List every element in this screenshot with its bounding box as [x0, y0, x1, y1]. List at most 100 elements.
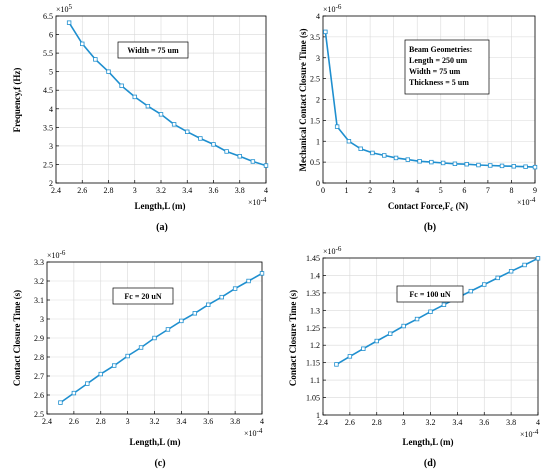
y-tick-label: 1.1: [310, 376, 320, 385]
y-tick-label: 5.5: [43, 49, 53, 58]
y-tick-label: 6: [49, 31, 53, 40]
data-point: [263, 163, 269, 168]
x-tick-label: 4: [536, 418, 540, 427]
data-point: [198, 136, 203, 141]
data-point: [532, 164, 538, 170]
data-point: [334, 362, 339, 367]
data-point: [382, 153, 387, 158]
x-tick-label: 3.2: [156, 186, 166, 195]
x-axis-label: Length,L (m): [402, 437, 453, 447]
plot-frame: [55, 15, 267, 184]
y-tick-label: 2.7: [34, 372, 44, 381]
y-tick-label: 2: [316, 96, 320, 105]
data-point: [522, 262, 527, 268]
y-exponent-label: ×10-6: [323, 245, 342, 256]
data-point: [405, 157, 410, 162]
data-point: [417, 159, 422, 164]
x-exponent-label: ×10-4: [248, 196, 267, 207]
y-tick-label: 3.2: [34, 277, 44, 286]
chart-c: 2.4 2.6 2.8 3 3.2 3.4 3.6 3.8 4 2.5 2.6 2.7 2.8 2.9 3 3…: [12, 249, 265, 469]
data-point: [132, 94, 137, 100]
x-tick-label: 3: [392, 186, 396, 195]
data-point: [495, 275, 500, 281]
data-point: [259, 271, 265, 276]
y-tick-label: 0.5: [310, 158, 320, 167]
y-axis-label: Contact Closure Time (s): [12, 290, 22, 386]
x-tick-label: 2: [368, 186, 372, 195]
y-exponent-label: ×10-6: [323, 3, 342, 14]
y-tick-label: 3: [49, 142, 53, 151]
data-point: [358, 146, 363, 151]
data-point: [179, 318, 184, 324]
data-point: [482, 282, 487, 287]
chart-d: 2.4 2.6 2.8 3 3.2 3.4 3.6 3.8 4 1 1.05 1.1 1.15 1.2 1.…: [288, 245, 541, 469]
x-tick-label: 4: [264, 186, 268, 195]
annotation-box: [404, 39, 490, 95]
x-tick-label: 7: [486, 186, 490, 195]
x-tick-label: 3: [402, 418, 406, 427]
data-point: [334, 124, 340, 129]
data-point: [80, 41, 85, 47]
data-point: [106, 69, 111, 74]
data-point: [347, 354, 353, 359]
data-point: [246, 278, 251, 284]
x-tick-label: 2.4: [318, 418, 328, 427]
data-point: [224, 149, 229, 154]
y-tick-label: 1.05: [306, 394, 320, 403]
data-point: [361, 346, 366, 351]
data-point: [237, 154, 242, 159]
x-axis-label: Contact Force,Fc (N): [388, 201, 468, 213]
chart-caption: (b): [424, 222, 436, 233]
y-tick-label: 5: [49, 68, 53, 77]
data-point: [488, 163, 493, 168]
data-point: [414, 316, 420, 322]
data-point: [192, 311, 198, 316]
x-tick-label: 2.6: [69, 417, 79, 426]
x-tick-label: 3.2: [150, 417, 160, 426]
y-tick-label: 1: [316, 137, 320, 146]
annotation-box: [112, 287, 174, 305]
data-point: [508, 269, 514, 274]
data-point: [232, 286, 238, 291]
data-point: [171, 122, 177, 127]
y-tick-label: 2.6: [34, 391, 44, 400]
data-point: [85, 381, 90, 386]
annotation-text: Fc = 100 uN: [409, 290, 450, 299]
x-tick-label: 3.8: [506, 418, 516, 427]
data-point: [440, 160, 446, 166]
x-tick-label: 3.6: [479, 418, 489, 427]
x-tick-label: 4: [260, 417, 264, 426]
y-tick-label: 6.5: [43, 12, 53, 21]
y-tick-label: 3.5: [310, 33, 320, 42]
data-point: [145, 103, 151, 109]
data-point: [211, 142, 216, 147]
x-tick-label: 3: [133, 186, 137, 195]
plot-frame: [322, 15, 536, 184]
data-point: [429, 159, 434, 165]
x-tick-label: 3.6: [203, 417, 213, 426]
y-tick-label: 2.5: [34, 410, 44, 419]
data-point: [165, 327, 171, 332]
y-tick-label: 3.5: [43, 123, 53, 132]
annotation-text: Fc = 20 uN: [124, 292, 161, 301]
y-tick-label: 2.5: [310, 75, 320, 84]
data-point: [441, 302, 447, 307]
data-point: [138, 345, 144, 350]
data-point: [93, 57, 98, 62]
x-exponent-label: ×10-4: [244, 427, 263, 438]
y-axis-label: Mechanical Contact Closure Time (s): [298, 29, 308, 172]
x-tick-label: 2.6: [77, 186, 87, 195]
annotation-text: Thickness = 5 um: [409, 78, 469, 87]
y-tick-label: 1.25: [306, 324, 320, 333]
data-point: [66, 20, 72, 25]
x-tick-label: 2.8: [96, 417, 106, 426]
y-tick-label: 1.15: [306, 359, 320, 368]
data-point: [125, 353, 130, 359]
chart-b: 0 1 2 3 4 5 6 7 8 900.511.522.533.54×10-6×10-4Bea…: [298, 3, 538, 233]
x-axis-label: Length,L (m): [129, 437, 180, 447]
chart-a: 2.4 2.6 2.8 3 3.2 3.4 3.6 3.8 4 2 2.5 3 3.5 4 4.5 5 5.5 6…: [12, 3, 269, 233]
plot-frame: [46, 261, 263, 415]
data-point: [523, 164, 528, 169]
y-axis-label: Frequency,f (Hz): [12, 68, 22, 133]
